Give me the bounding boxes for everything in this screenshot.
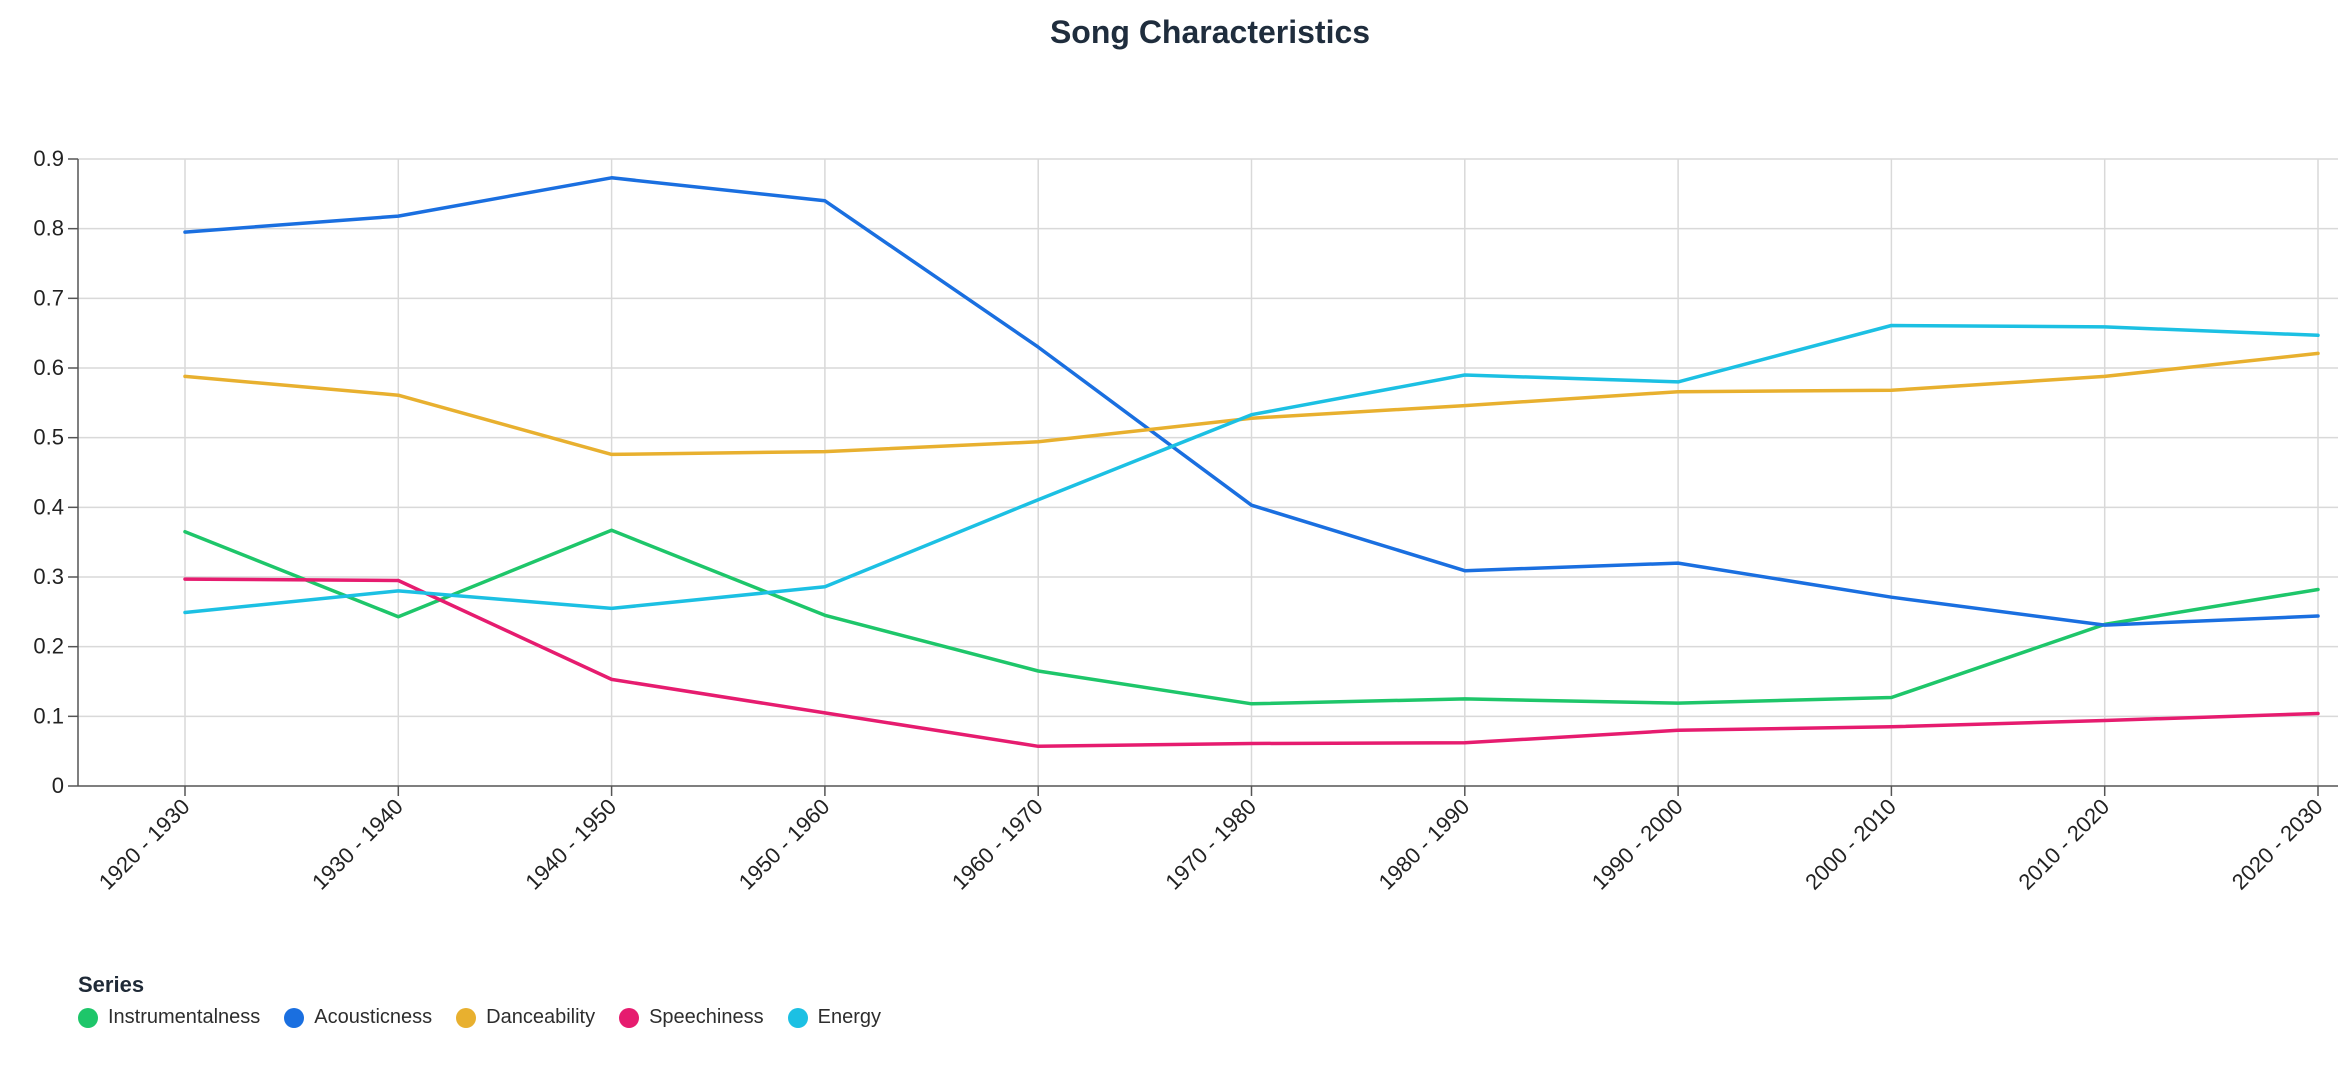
legend-label: Speechiness (649, 1006, 764, 1028)
series-line-energy[interactable] (183, 323, 2320, 615)
legend-dot-icon (787, 1007, 808, 1028)
x-tick-label: 1940 - 1950 (520, 794, 621, 895)
series-line-danceability[interactable] (183, 351, 2320, 457)
x-tick-label: 1950 - 1960 (734, 794, 835, 895)
x-tick-label: 1920 - 1930 (94, 794, 195, 895)
x-tick-label: 1930 - 1940 (307, 794, 408, 895)
legend-dot-icon (284, 1007, 305, 1028)
x-tick-label: 1960 - 1970 (947, 794, 1048, 895)
x-tick-label: 2000 - 2010 (1800, 794, 1901, 895)
line-chart: 0 0.1 0.2 0.3 0.4 0.5 0.6 0.7 0.8 0.9 1920 - 1930… (33, 146, 2338, 895)
legend-label: Acousticness (314, 1006, 433, 1028)
y-tick-label: 0.5 (33, 425, 64, 450)
legend-item-energy[interactable]: Energy (787, 1006, 881, 1029)
y-tick-label: 0.1 (33, 703, 64, 728)
y-tick-labels: 0 0.1 0.2 0.3 0.4 0.5 0.6 0.7 0.8 0.9 (33, 146, 64, 798)
legend-items: Instrumentalness Acousticness Danceability… (78, 1006, 881, 1029)
x-tick-label: 2020 - 2030 (2227, 794, 2328, 895)
axis-layer (68, 158, 2338, 796)
legend-title: Series (78, 972, 145, 997)
series-line-instrumentalness[interactable] (183, 528, 2320, 706)
legend-dot-icon (456, 1007, 477, 1028)
legend: Series Instrumentalness Acousticness Dance… (78, 972, 881, 1029)
x-tick-label: 2010 - 2020 (2014, 794, 2115, 895)
legend-label: Danceability (486, 1006, 596, 1028)
legend-item-danceability[interactable]: Danceability (456, 1006, 595, 1029)
chart-title: Song Characteristics (1049, 14, 1371, 50)
x-tick-label: 1990 - 2000 (1587, 794, 1688, 895)
y-tick-label: 0.9 (33, 146, 64, 171)
legend-item-acousticness[interactable]: Acousticness (284, 1006, 432, 1029)
x-tick-label: 1970 - 1980 (1160, 794, 1261, 895)
legend-dot-icon (619, 1007, 640, 1028)
y-tick-label: 0.7 (33, 285, 64, 310)
y-tick-label: 0.6 (33, 355, 64, 380)
y-tick-label: 0.4 (33, 494, 64, 519)
series-layer (183, 176, 2320, 749)
y-tick-label: 0.8 (33, 216, 64, 241)
x-tick-labels: 1920 - 1930 1930 - 1940 1940 - 1950 1950 - … (94, 794, 2328, 895)
legend-label: Energy (817, 1006, 881, 1028)
y-tick-label: 0.2 (33, 634, 64, 659)
legend-item-speechiness[interactable]: Speechiness (619, 1006, 764, 1029)
y-tick-label: 0 (52, 773, 64, 798)
x-tick-label: 1980 - 1990 (1374, 794, 1475, 895)
legend-dot-icon (78, 1007, 98, 1028)
series-line-speechiness[interactable] (183, 577, 2320, 749)
y-tick-label: 0.3 (33, 564, 64, 589)
legend-item-instrumentalness[interactable]: Instrumentalness (78, 1006, 260, 1029)
series-line-acousticness[interactable] (183, 176, 2320, 627)
legend-label: Instrumentalness (108, 1006, 261, 1028)
grid-layer (78, 158, 2338, 786)
